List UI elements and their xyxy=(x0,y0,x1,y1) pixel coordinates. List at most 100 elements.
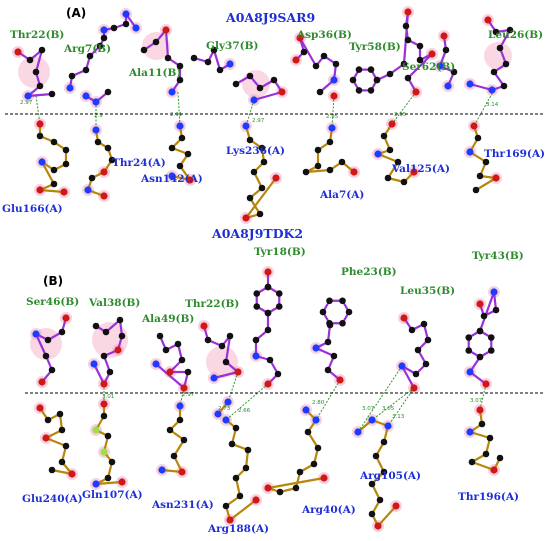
b-ser46-atom-O-19-0 xyxy=(62,314,70,322)
residue-label-a-top-5: Tyr58(B) xyxy=(349,41,401,53)
b-tyr43-atom-C-30-4 xyxy=(476,327,484,335)
b-arg188-ne-atom-N-36-0 xyxy=(214,410,222,418)
a-tyr58-atom-C-9-7 xyxy=(416,56,424,64)
a-gly37-atom-C-4-2 xyxy=(210,46,218,54)
residue-label-b-bottom-2: Asn231(A) xyxy=(151,499,214,511)
residue-label-b-top-7: Tyr43(B) xyxy=(472,250,524,262)
b-thr196-atom-N-39-2 xyxy=(466,428,474,436)
b-ser46-atom-C-19-1 xyxy=(58,328,66,336)
a-glu166-bond-12-6 xyxy=(40,160,56,186)
b-val38-atom-C-20-6 xyxy=(106,368,114,376)
b-val38-bond-20-7 xyxy=(92,362,106,386)
a-leu26-bond-11-2 xyxy=(498,28,512,50)
a-asn142-atom-C-14-3 xyxy=(184,150,192,158)
b-arg105-atom-C-38-8 xyxy=(368,510,376,518)
a-asp36-atom-C-6-7 xyxy=(316,88,324,96)
a-leu26-atom-O-11-0 xyxy=(484,16,492,24)
residue-label-a-top-4: Asp36(B) xyxy=(296,29,352,41)
a-val125-atom-O-17-0 xyxy=(388,120,396,128)
a-arg7-atom-C-1-2 xyxy=(82,66,90,74)
a-ala11-atom-O-3-2 xyxy=(162,26,170,34)
a-tyr58-ring-atom-C-8-3 xyxy=(349,76,357,84)
b-thr196-bond-39-5 xyxy=(470,460,496,472)
b-gln107-atom-C-33-1 xyxy=(100,412,108,420)
a-lys236-atom-C-15-3 xyxy=(260,158,268,166)
b-ala49-atom-C-21-3 xyxy=(178,356,186,364)
b-phe23-atom-C-27-1 xyxy=(324,338,332,346)
b-asn231-atom-N-34-0 xyxy=(176,402,184,410)
a-ala7-bond-16-4 xyxy=(304,168,332,174)
b-asn231-atom-C-34-1 xyxy=(176,416,184,424)
b-tyr43-b-atom-O-31-2 xyxy=(482,380,490,388)
residue-label-b-bottom-3: Arg188(A) xyxy=(207,523,269,535)
a-asn142-atom-C-14-4 xyxy=(176,162,184,170)
a-ala7-atom-C-16-5 xyxy=(326,166,334,174)
hydrophobic-halo-layer xyxy=(12,6,512,532)
b-thr22-atom-O-22-5 xyxy=(234,368,242,376)
b-val38-atom-C-20-5 xyxy=(100,352,108,360)
panel-b-title: A0A8J9TDK2 xyxy=(211,226,303,241)
a-lys236-atom-O-15-8 xyxy=(242,214,250,222)
b-ala49-atom-C-21-2 xyxy=(174,340,182,348)
b-arg188-atom-C-35-5 xyxy=(232,474,240,482)
hbond-b-5-label: 3.07 xyxy=(362,406,375,412)
a-glu166-atom-O-12-0 xyxy=(36,120,44,128)
panel-a-tag: (A) xyxy=(66,6,86,20)
a-glu166-bond-12-8 xyxy=(38,188,66,194)
b-tyr18-ring-atom-C-23-4 xyxy=(275,290,283,297)
distance-label-layer: 2.97 2.9 2.91 2.97 2.95 2.95 3.14 3.01 2.97 2.73 2… xyxy=(20,100,499,420)
b-phe23-ring-atom-C-26-0 xyxy=(345,308,353,316)
a-leu26-atom-N-11-7 xyxy=(488,86,496,94)
a-gly37-atom-C-4-3 xyxy=(216,66,224,74)
a-tyr58-ring-atom-C-8-1 xyxy=(367,87,375,94)
b-tyr43-ring-atom-C-29-1 xyxy=(465,347,473,354)
hbond-b-1-label: 2.97 xyxy=(182,392,195,398)
b-tyr18-ring-atom-C-23-2 xyxy=(253,290,261,297)
a-lys236-atom-C-15-2 xyxy=(258,144,266,152)
b-gln107-bond-33-7 xyxy=(94,480,124,486)
a-ala11-atom-C-3-4 xyxy=(176,62,184,70)
b-ser46-atom-O-19-6 xyxy=(38,378,46,386)
b-glu240-atom-C-32-3 xyxy=(58,426,66,434)
a-ala11-atom-C-3-5 xyxy=(176,76,184,84)
residue-label-b-top-6: Leu35(B) xyxy=(400,285,455,297)
a-lys236-bond-15-8 xyxy=(244,176,278,220)
a-gly37b-atom-O-5-4 xyxy=(278,88,286,96)
b-thr196-atom-O-39-0 xyxy=(476,406,484,414)
b-glu240-atom-O-32-7 xyxy=(68,470,76,478)
b-arg188-atom-C-35-4 xyxy=(242,464,250,472)
b-leu35-atom-C-28-2 xyxy=(420,320,428,328)
residue-label-b-top-1: Val38(B) xyxy=(88,297,140,309)
b-arg188-atom-C-35-7 xyxy=(222,502,230,510)
a-arg7-atom-C-1-4 xyxy=(96,42,104,50)
b-arg40-atom-C-37-2 xyxy=(304,428,312,436)
b-ser46-atom-C-19-2 xyxy=(44,336,52,344)
a-asp36-o-atom-O-7-0 xyxy=(330,92,338,100)
b-thr196-atom-C-39-1 xyxy=(478,420,486,428)
a-glu166-atom-C-12-2 xyxy=(50,138,58,146)
a-ala7-atom-C-16-6 xyxy=(338,158,346,166)
a-gly37-bond-4-2 xyxy=(212,48,222,72)
b-phe23-ring-atom-C-26-4 xyxy=(326,297,333,305)
b-arg105-atom-N-38-1 xyxy=(368,416,376,424)
a-arg7-atom-N-1-10 xyxy=(132,24,140,32)
a-ser62-atom-C-10-1 xyxy=(442,46,450,54)
a-lys236-atom-C-15-5 xyxy=(258,184,266,192)
residue-label-a-bottom-2: Asn142(A) xyxy=(140,173,203,185)
b-arg105-atom-C-38-5 xyxy=(380,468,388,476)
hbond-b-0-label: 3.01 xyxy=(102,394,114,400)
a-gly37b-atom-C-5-1 xyxy=(246,72,254,80)
a-asp36-atom-C-6-5 xyxy=(332,60,340,68)
residue-label-b-top-0: Ser46(B) xyxy=(26,296,79,308)
a-ala11-atom-C-3-3 xyxy=(164,54,172,62)
a-gly37b-atom-C-5-2 xyxy=(256,84,264,92)
atom-layer xyxy=(14,8,514,530)
a-tyr58-atom-C-9-5 xyxy=(404,36,412,44)
b-arg40-atom-O-37-8 xyxy=(264,484,272,492)
a-ala7-atom-N-16-0 xyxy=(328,124,336,132)
residue-label-a-bottom-5: Val125(A) xyxy=(391,163,450,175)
b-glu240-atom-O-32-4 xyxy=(42,434,50,442)
a-thr24-atom-C-13-2 xyxy=(104,144,112,152)
a-tyr58-ring-atom-C-8-2 xyxy=(355,87,363,94)
a-thr22-atom-O-0-0 xyxy=(14,48,22,56)
